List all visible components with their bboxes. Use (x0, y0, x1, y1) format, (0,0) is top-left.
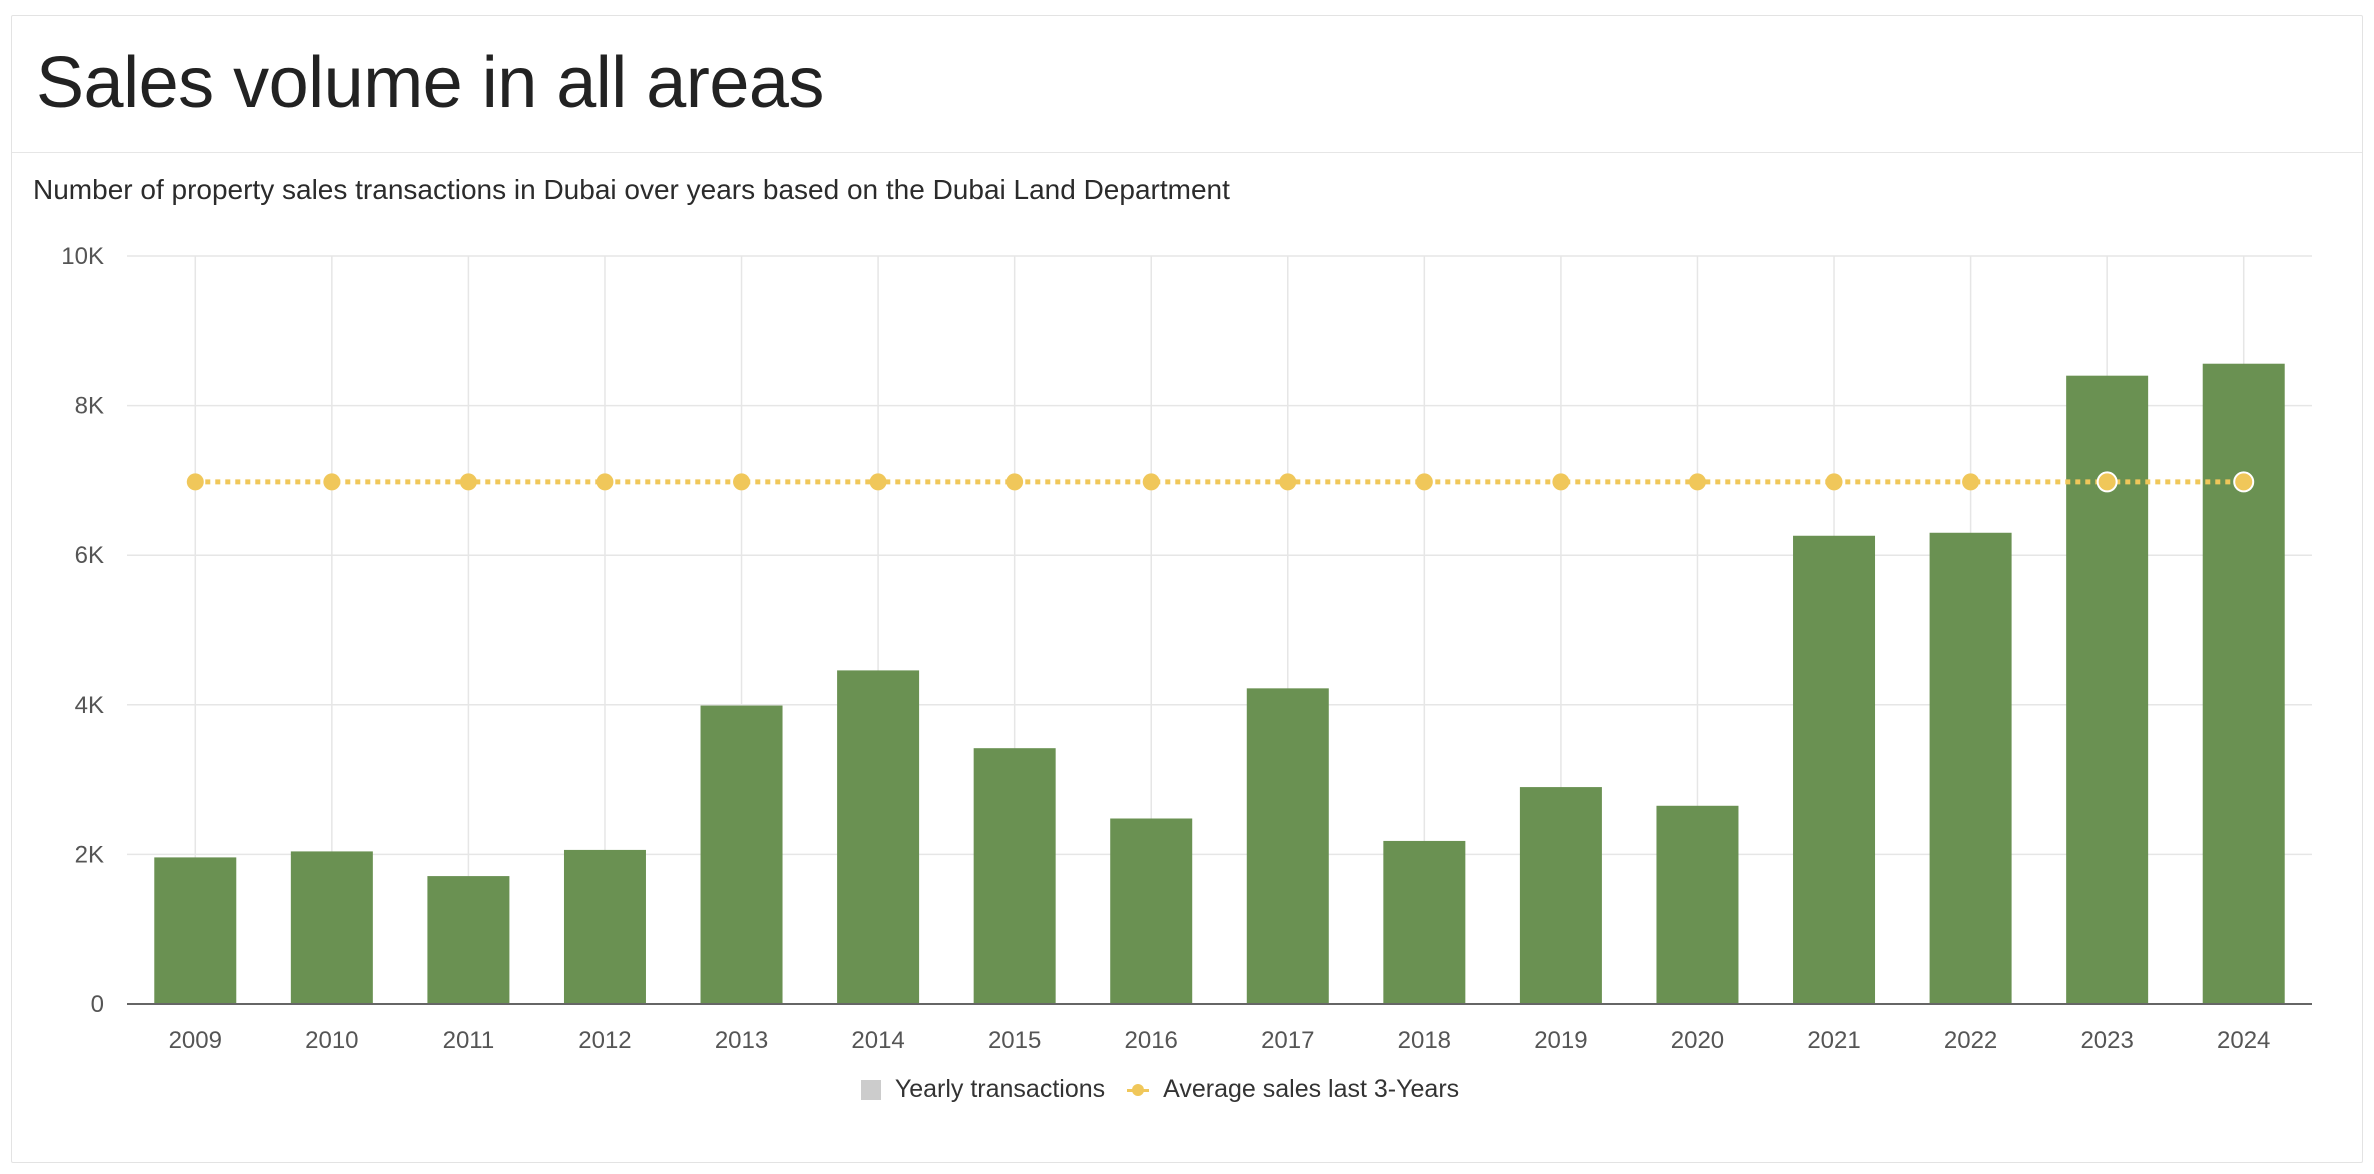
average-point-2015[interactable] (1006, 473, 1024, 491)
legend-swatch-line-dot-icon (1127, 1080, 1150, 1100)
page-title: Sales volume in all areas (36, 43, 824, 123)
x-tick-label: 2024 (2217, 1027, 2270, 1054)
x-tick-label: 2010 (305, 1027, 358, 1054)
y-tick-label: 6K (75, 542, 104, 569)
bar-2021[interactable] (1793, 535, 1876, 1004)
bar-2020[interactable] (1656, 805, 1739, 1004)
average-point-2018[interactable] (1415, 473, 1433, 491)
x-tick-label: 2019 (1534, 1027, 1587, 1054)
bar-2017[interactable] (1246, 688, 1329, 1004)
legend-label-average-sales: Average sales last 3-Years (1163, 1075, 1460, 1103)
average-point-2010[interactable] (323, 473, 341, 491)
chart-legend: Yearly transactions Average sales last 3… (0, 1075, 2347, 1104)
bar-2012[interactable] (563, 849, 646, 1004)
x-tick-label: 2023 (2080, 1027, 2133, 1054)
card-header: Sales volume in all areas (12, 16, 2362, 153)
x-tick-label: 2021 (1807, 1027, 1860, 1054)
bar-2024[interactable] (2202, 363, 2285, 1004)
bar-2023[interactable] (2066, 375, 2149, 1004)
average-point-2016[interactable] (1142, 473, 1160, 491)
average-point-2014[interactable] (869, 473, 887, 491)
y-tick-label: 4K (75, 692, 104, 719)
bar-2015[interactable] (973, 748, 1056, 1004)
line-layer (186, 471, 2255, 493)
average-point-2023[interactable] (2096, 471, 2118, 493)
average-point-2017[interactable] (1279, 473, 1297, 491)
axis-layer: 0 2K 4K 6K 8K 10K 2009 2010 2011 2012 2013 2014 2015… (61, 243, 2312, 1054)
bar-2010[interactable] (290, 851, 373, 1004)
average-point-2022[interactable] (1962, 473, 1980, 491)
x-tick-label: 2018 (1398, 1027, 1451, 1054)
bar-2019[interactable] (1519, 787, 1602, 1004)
average-point-2011[interactable] (459, 473, 477, 491)
y-tick-label: 2K (75, 841, 104, 868)
legend-item-average-sales[interactable]: Average sales last 3-Years (1127, 1075, 1459, 1104)
bar-2018[interactable] (1383, 840, 1466, 1004)
bar-2014[interactable] (837, 670, 920, 1004)
bar-2022[interactable] (1929, 532, 2012, 1004)
x-tick-label: 2017 (1261, 1027, 1314, 1054)
average-point-2024[interactable] (2233, 471, 2255, 493)
y-tick-label: 10K (61, 243, 104, 270)
bar-2009[interactable] (154, 857, 237, 1004)
bar-2011[interactable] (427, 876, 510, 1004)
x-tick-label: 2015 (988, 1027, 1041, 1054)
average-point-2012[interactable] (596, 473, 614, 491)
bar-2016[interactable] (1110, 818, 1193, 1004)
x-tick-label: 2014 (851, 1027, 904, 1054)
x-tick-label: 2011 (443, 1027, 495, 1054)
bar-2013[interactable] (700, 705, 783, 1004)
x-tick-label: 2009 (169, 1027, 222, 1054)
average-point-2019[interactable] (1552, 473, 1570, 491)
x-tick-label: 2020 (1671, 1027, 1724, 1054)
chart-subtitle: Number of property sales transactions in… (33, 174, 1230, 205)
x-tick-label: 2022 (1944, 1027, 1997, 1054)
bar-layer (154, 363, 2285, 1004)
x-tick-label: 2012 (578, 1027, 631, 1054)
y-tick-label: 0 (91, 991, 104, 1018)
average-point-2020[interactable] (1688, 473, 1706, 491)
legend-item-yearly-transactions[interactable]: Yearly transactions (860, 1075, 1106, 1104)
x-tick-label: 2013 (715, 1027, 768, 1054)
average-point-2021[interactable] (1825, 473, 1843, 491)
y-tick-label: 8K (75, 393, 104, 420)
average-point-2009[interactable] (186, 473, 204, 491)
legend-swatch-square-icon (860, 1079, 881, 1100)
legend-label-yearly-transactions: Yearly transactions (894, 1075, 1106, 1103)
x-tick-label: 2016 (1125, 1027, 1178, 1054)
average-point-2013[interactable] (733, 473, 751, 491)
